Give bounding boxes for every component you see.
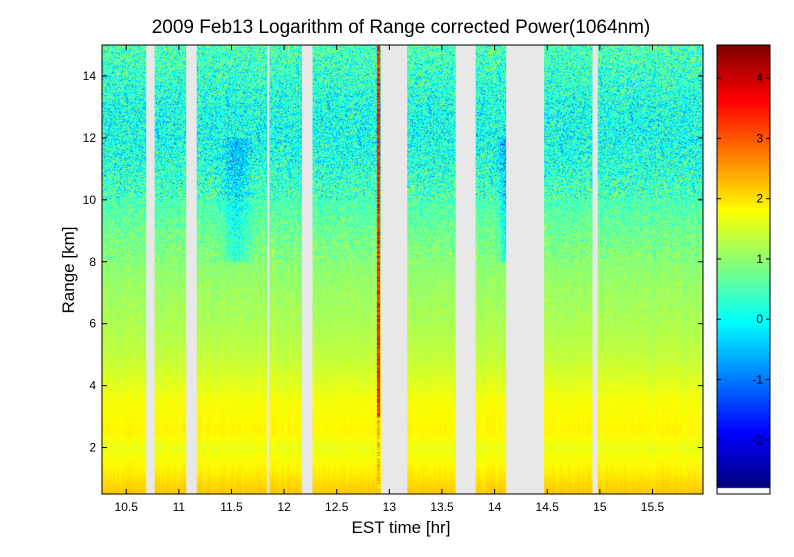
data-gap-5 [455, 45, 476, 494]
y-tick-label-5: 12 [83, 131, 97, 145]
y-tick-label-2: 6 [89, 317, 96, 331]
x-tick-label-6: 13.5 [430, 500, 454, 514]
data-gap-0 [146, 45, 155, 494]
colorbar-tick-label-5: 3 [756, 131, 763, 145]
colorbar-tick-label-4: 2 [756, 192, 763, 206]
data-gap-4 [380, 45, 408, 494]
colorbar-host [717, 45, 770, 494]
colorbar-tick-label-0: -2 [752, 433, 763, 447]
plot-frame [101, 44, 704, 495]
data-gap-7 [592, 45, 598, 494]
x-tick-label-8: 14.5 [536, 500, 560, 514]
colorbar-ticks: -2 -1 0 1 2 3 4 [717, 71, 770, 447]
x-tick-label-3: 12 [277, 500, 291, 514]
x-axis-ticks: 10.5 11 11.5 12 12.5 13 13.5 14 14.5 15 15.5 [115, 45, 665, 514]
x-tick-label-5: 13 [383, 500, 397, 514]
colorbar-canvas [717, 45, 770, 494]
y-axis-label: Range [km] [59, 227, 78, 314]
x-tick-label-4: 12.5 [325, 500, 349, 514]
colorbar-frame [716, 44, 771, 495]
colorbar-tick-label-6: 4 [756, 71, 763, 85]
data-gaps [146, 45, 598, 494]
data-gap-1 [186, 45, 197, 494]
colorbar-tick-label-2: 0 [756, 312, 763, 326]
data-gap-2 [267, 45, 270, 494]
colorbar-tick-label-3: 1 [756, 252, 763, 266]
chart-title: 2009 Feb13 Logarithm of Range corrected … [152, 17, 651, 38]
x-tick-label-7: 14 [488, 500, 502, 514]
x-tick-label-2: 11.5 [220, 500, 243, 514]
x-tick-label-10: 15.5 [641, 500, 665, 514]
data-gap-6 [506, 45, 545, 494]
data-gap-3 [301, 45, 313, 494]
y-axis-ticks: 2 4 6 8 10 12 14 [83, 69, 703, 455]
y-tick-label-1: 4 [89, 379, 96, 393]
y-tick-label-4: 10 [83, 193, 97, 207]
y-tick-label-3: 8 [89, 255, 96, 269]
colorbar-tick-label-1: -1 [752, 373, 763, 387]
y-tick-label-0: 2 [89, 441, 96, 455]
x-axis-label: EST time [hr] [352, 518, 451, 537]
x-tick-label-9: 15 [593, 500, 607, 514]
x-tick-label-1: 11 [173, 500, 186, 514]
y-tick-label-6: 14 [83, 69, 97, 83]
x-tick-label-0: 10.5 [115, 500, 139, 514]
